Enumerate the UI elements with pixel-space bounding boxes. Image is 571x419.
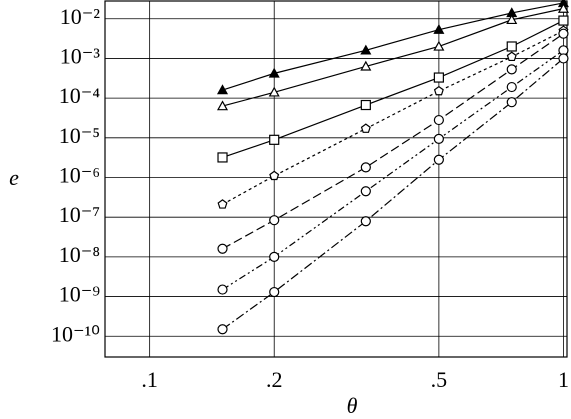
point xyxy=(506,64,517,75)
point xyxy=(433,72,444,83)
point xyxy=(217,324,228,335)
point xyxy=(360,123,371,133)
point xyxy=(360,216,371,227)
point xyxy=(269,251,280,262)
point xyxy=(360,60,372,71)
y-axis-label: e xyxy=(9,165,19,190)
point xyxy=(216,100,229,111)
point xyxy=(433,133,444,144)
point xyxy=(269,215,280,226)
point xyxy=(433,23,445,34)
y-tick-label: 10⁻⁴ xyxy=(59,83,101,108)
series-line xyxy=(222,33,564,250)
y-tick-label: 10⁻⁸ xyxy=(59,242,100,267)
point xyxy=(360,99,371,111)
point xyxy=(433,154,444,165)
point xyxy=(506,51,517,62)
y-tick-label: 10⁻⁹ xyxy=(59,282,101,307)
point xyxy=(433,40,445,51)
point xyxy=(557,2,569,13)
series-line xyxy=(222,49,564,291)
y-tick-label: 10⁻² xyxy=(60,4,101,29)
x-axis-label: θ xyxy=(347,393,358,418)
series-line xyxy=(222,2,564,91)
x-tick-label: 1 xyxy=(558,367,569,392)
point xyxy=(360,162,371,173)
plot-frame xyxy=(104,0,568,358)
point xyxy=(506,14,518,25)
y-tick-label: 10⁻⁷ xyxy=(59,202,100,227)
series-line xyxy=(222,8,564,107)
point xyxy=(268,86,280,97)
y-tick-label: 10⁻³ xyxy=(60,43,101,68)
series-line xyxy=(222,30,564,205)
point xyxy=(558,53,569,64)
point xyxy=(269,134,280,145)
point xyxy=(558,28,569,39)
y-tick-label: 10⁻⁶ xyxy=(59,163,100,188)
y-tick-label: 10⁻¹⁰ xyxy=(51,321,100,346)
point xyxy=(506,41,517,52)
point xyxy=(269,286,280,298)
point xyxy=(433,114,444,126)
point xyxy=(268,67,280,78)
point xyxy=(360,186,371,197)
point xyxy=(558,15,569,26)
y-tick-label: 10⁻⁵ xyxy=(59,123,100,148)
point xyxy=(269,170,280,181)
x-tick-label: .2 xyxy=(266,367,283,392)
series-line xyxy=(222,57,564,330)
point xyxy=(217,199,228,209)
point xyxy=(217,243,228,254)
point xyxy=(216,84,229,95)
point xyxy=(433,85,444,96)
point xyxy=(360,44,372,55)
x-tick-label: .1 xyxy=(141,367,158,392)
point xyxy=(217,284,228,295)
series-line xyxy=(222,20,564,159)
point xyxy=(506,81,517,93)
point xyxy=(217,152,228,163)
point xyxy=(506,97,517,108)
x-tick-label: .5 xyxy=(431,367,448,392)
